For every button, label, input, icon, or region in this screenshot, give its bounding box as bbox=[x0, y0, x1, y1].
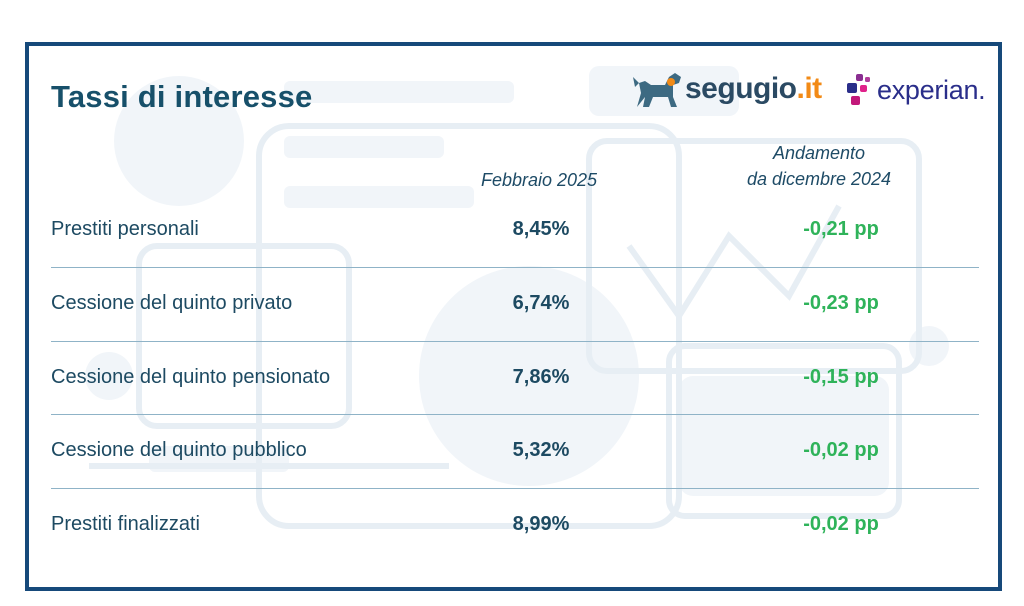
column-header-rate: Febbraio 2025 bbox=[480, 170, 598, 190]
table-row: Cessione del quinto pensionato 7,86% -0,… bbox=[51, 342, 979, 415]
row-label: Cessione del quinto pubblico bbox=[51, 439, 307, 461]
column-header-trend: Andamento da dicembre 2024 bbox=[709, 140, 929, 192]
row-delta: -0,21 pp bbox=[803, 218, 879, 240]
row-divider bbox=[51, 414, 979, 415]
row-delta: -0,23 pp bbox=[803, 292, 879, 314]
row-rate: 5,32% bbox=[512, 439, 570, 461]
row-label: Prestiti personali bbox=[51, 218, 199, 240]
experian-dots-icon bbox=[847, 74, 870, 105]
row-label: Prestiti finalizzati bbox=[51, 513, 200, 535]
row-label: Cessione del quinto privato bbox=[51, 292, 293, 314]
row-rate: 8,45% bbox=[512, 218, 570, 240]
row-divider bbox=[51, 267, 979, 268]
column-header-trend-line2: da dicembre 2024 bbox=[746, 169, 892, 189]
dog-icon bbox=[633, 73, 681, 107]
row-delta: -0,02 pp bbox=[803, 439, 879, 461]
row-delta: -0,02 pp bbox=[803, 513, 879, 535]
table-row: Cessione del quinto pubblico 5,32% -0,02… bbox=[51, 415, 979, 488]
row-divider bbox=[51, 488, 979, 489]
background-illustration bbox=[85, 66, 949, 529]
row-rate: 6,74% bbox=[512, 292, 570, 314]
row-rate: 7,86% bbox=[512, 366, 570, 388]
table-row: Cessione del quinto privato 6,74% -0,23 … bbox=[51, 268, 979, 341]
row-delta: -0,15 pp bbox=[803, 366, 879, 388]
rates-card: Tassi di interesse segugio.it experian. … bbox=[25, 42, 1002, 591]
experian-logo: experian. bbox=[847, 70, 986, 110]
segugio-logo: segugio.it bbox=[631, 64, 822, 114]
table-row: Prestiti personali 8,45% -0,21 pp bbox=[51, 194, 979, 267]
row-label: Cessione del quinto pensionato bbox=[51, 366, 331, 388]
column-header-trend-line1: Andamento bbox=[772, 143, 866, 163]
page-title: Tassi di interesse bbox=[51, 79, 313, 114]
table-row: Prestiti finalizzati 8,99% -0,02 pp bbox=[51, 489, 979, 562]
row-rate: 8,99% bbox=[512, 513, 570, 535]
row-divider bbox=[51, 341, 979, 342]
